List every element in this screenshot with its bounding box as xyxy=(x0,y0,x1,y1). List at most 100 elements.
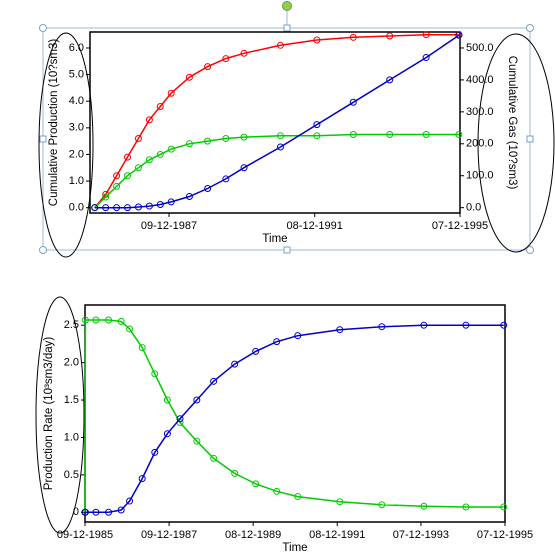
data-point xyxy=(167,89,175,97)
resize-handle[interactable] xyxy=(39,135,47,143)
series-line xyxy=(85,324,504,514)
data-point xyxy=(204,137,212,145)
x-tick-label: 08-12-1989 xyxy=(225,529,281,541)
data-point xyxy=(134,134,142,142)
data-point xyxy=(222,55,230,63)
data-point xyxy=(204,185,212,193)
annotation-ellipse xyxy=(477,33,555,253)
data-point xyxy=(420,502,428,510)
data-point xyxy=(163,396,171,404)
data-point xyxy=(294,493,302,501)
x-tick-label: 09-12-1987 xyxy=(141,220,197,232)
data-point xyxy=(124,153,132,161)
resize-handle[interactable] xyxy=(39,24,47,32)
y-tick-label: 0 xyxy=(73,506,79,518)
data-point xyxy=(210,377,218,385)
x-axis-title: Time xyxy=(282,542,307,553)
resize-handle[interactable] xyxy=(526,135,534,143)
data-point xyxy=(151,448,159,456)
y2-tick-label: 500.0 xyxy=(466,42,494,54)
data-point xyxy=(422,130,430,138)
data-point xyxy=(81,316,89,324)
data-point xyxy=(240,49,248,57)
data-point xyxy=(349,33,357,41)
data-point xyxy=(276,143,284,151)
data-point xyxy=(336,326,344,334)
resize-handle[interactable] xyxy=(526,246,534,254)
x-tick-label: 08-12-1991 xyxy=(287,220,343,232)
data-point xyxy=(151,370,159,378)
y-tick-label: 1.0 xyxy=(64,431,79,443)
data-point xyxy=(193,437,201,445)
series-line xyxy=(94,34,460,209)
y-tick-label: 1.5 xyxy=(64,394,79,406)
data-point xyxy=(81,508,89,516)
annotation-ellipse xyxy=(35,296,85,534)
y-tick-label: 0.0 xyxy=(69,202,84,214)
resize-handle[interactable] xyxy=(283,24,291,32)
data-point xyxy=(386,130,394,138)
data-point xyxy=(386,32,394,40)
x-tick-label: 07-12-1995 xyxy=(432,220,488,232)
data-point xyxy=(294,332,302,340)
resize-handle[interactable] xyxy=(39,246,47,254)
data-point xyxy=(102,204,110,212)
data-point xyxy=(349,130,357,138)
data-point xyxy=(455,31,463,39)
y-tick-label: 4.0 xyxy=(69,95,84,107)
data-point xyxy=(240,133,248,141)
data-point xyxy=(273,338,281,346)
data-point xyxy=(156,103,164,111)
data-point xyxy=(462,321,470,329)
data-point xyxy=(313,132,321,140)
data-point xyxy=(378,323,386,331)
data-point xyxy=(105,316,113,324)
y-axis-title: Cumulative Production (10?sm3) xyxy=(48,39,60,207)
data-point xyxy=(386,76,394,84)
data-point xyxy=(91,204,99,212)
data-point xyxy=(252,480,260,488)
data-point xyxy=(145,156,153,164)
data-point xyxy=(176,415,184,423)
y-tick-label: 2.5 xyxy=(64,319,79,331)
data-point xyxy=(92,508,100,516)
data-point xyxy=(240,164,248,172)
annotation-ellipse xyxy=(38,32,94,258)
series-line xyxy=(94,33,459,209)
data-point xyxy=(185,192,193,200)
x-axis-title: Time xyxy=(262,233,287,245)
data-point xyxy=(252,347,260,355)
data-point xyxy=(313,36,321,44)
data-point xyxy=(204,63,212,71)
y2-tick-label: 400.0 xyxy=(466,74,494,86)
data-point xyxy=(117,506,125,514)
data-point xyxy=(462,503,470,511)
data-point xyxy=(113,182,121,190)
data-point xyxy=(420,321,428,329)
data-point xyxy=(231,360,239,368)
data-point xyxy=(455,130,463,138)
data-point xyxy=(156,150,164,158)
data-point xyxy=(145,202,153,210)
y-tick-label: 2.0 xyxy=(69,148,84,160)
y2-tick-label: 100.0 xyxy=(466,170,494,182)
y-tick-label: 3.0 xyxy=(69,122,84,134)
data-point xyxy=(134,164,142,172)
resize-handle[interactable] xyxy=(526,24,534,32)
rotate-handle[interactable] xyxy=(282,1,292,11)
data-point xyxy=(222,134,230,142)
x-tick-label: 08-12-1991 xyxy=(309,529,365,541)
data-point xyxy=(126,497,134,505)
resize-handle[interactable] xyxy=(283,246,291,254)
x-tick-label: 07-12-1993 xyxy=(393,529,449,541)
data-point xyxy=(113,204,121,212)
y-axis-title: Production Rate (10³sm3/day) xyxy=(43,337,55,491)
data-point xyxy=(138,344,146,352)
data-point xyxy=(193,396,201,404)
data-point xyxy=(313,121,321,129)
data-point xyxy=(276,41,284,49)
y2-axis-title: Cumulative Gas (10?sm3) xyxy=(506,56,518,190)
series-line xyxy=(94,133,459,209)
x-tick-label: 09-12-1987 xyxy=(141,529,197,541)
data-point xyxy=(126,325,134,333)
